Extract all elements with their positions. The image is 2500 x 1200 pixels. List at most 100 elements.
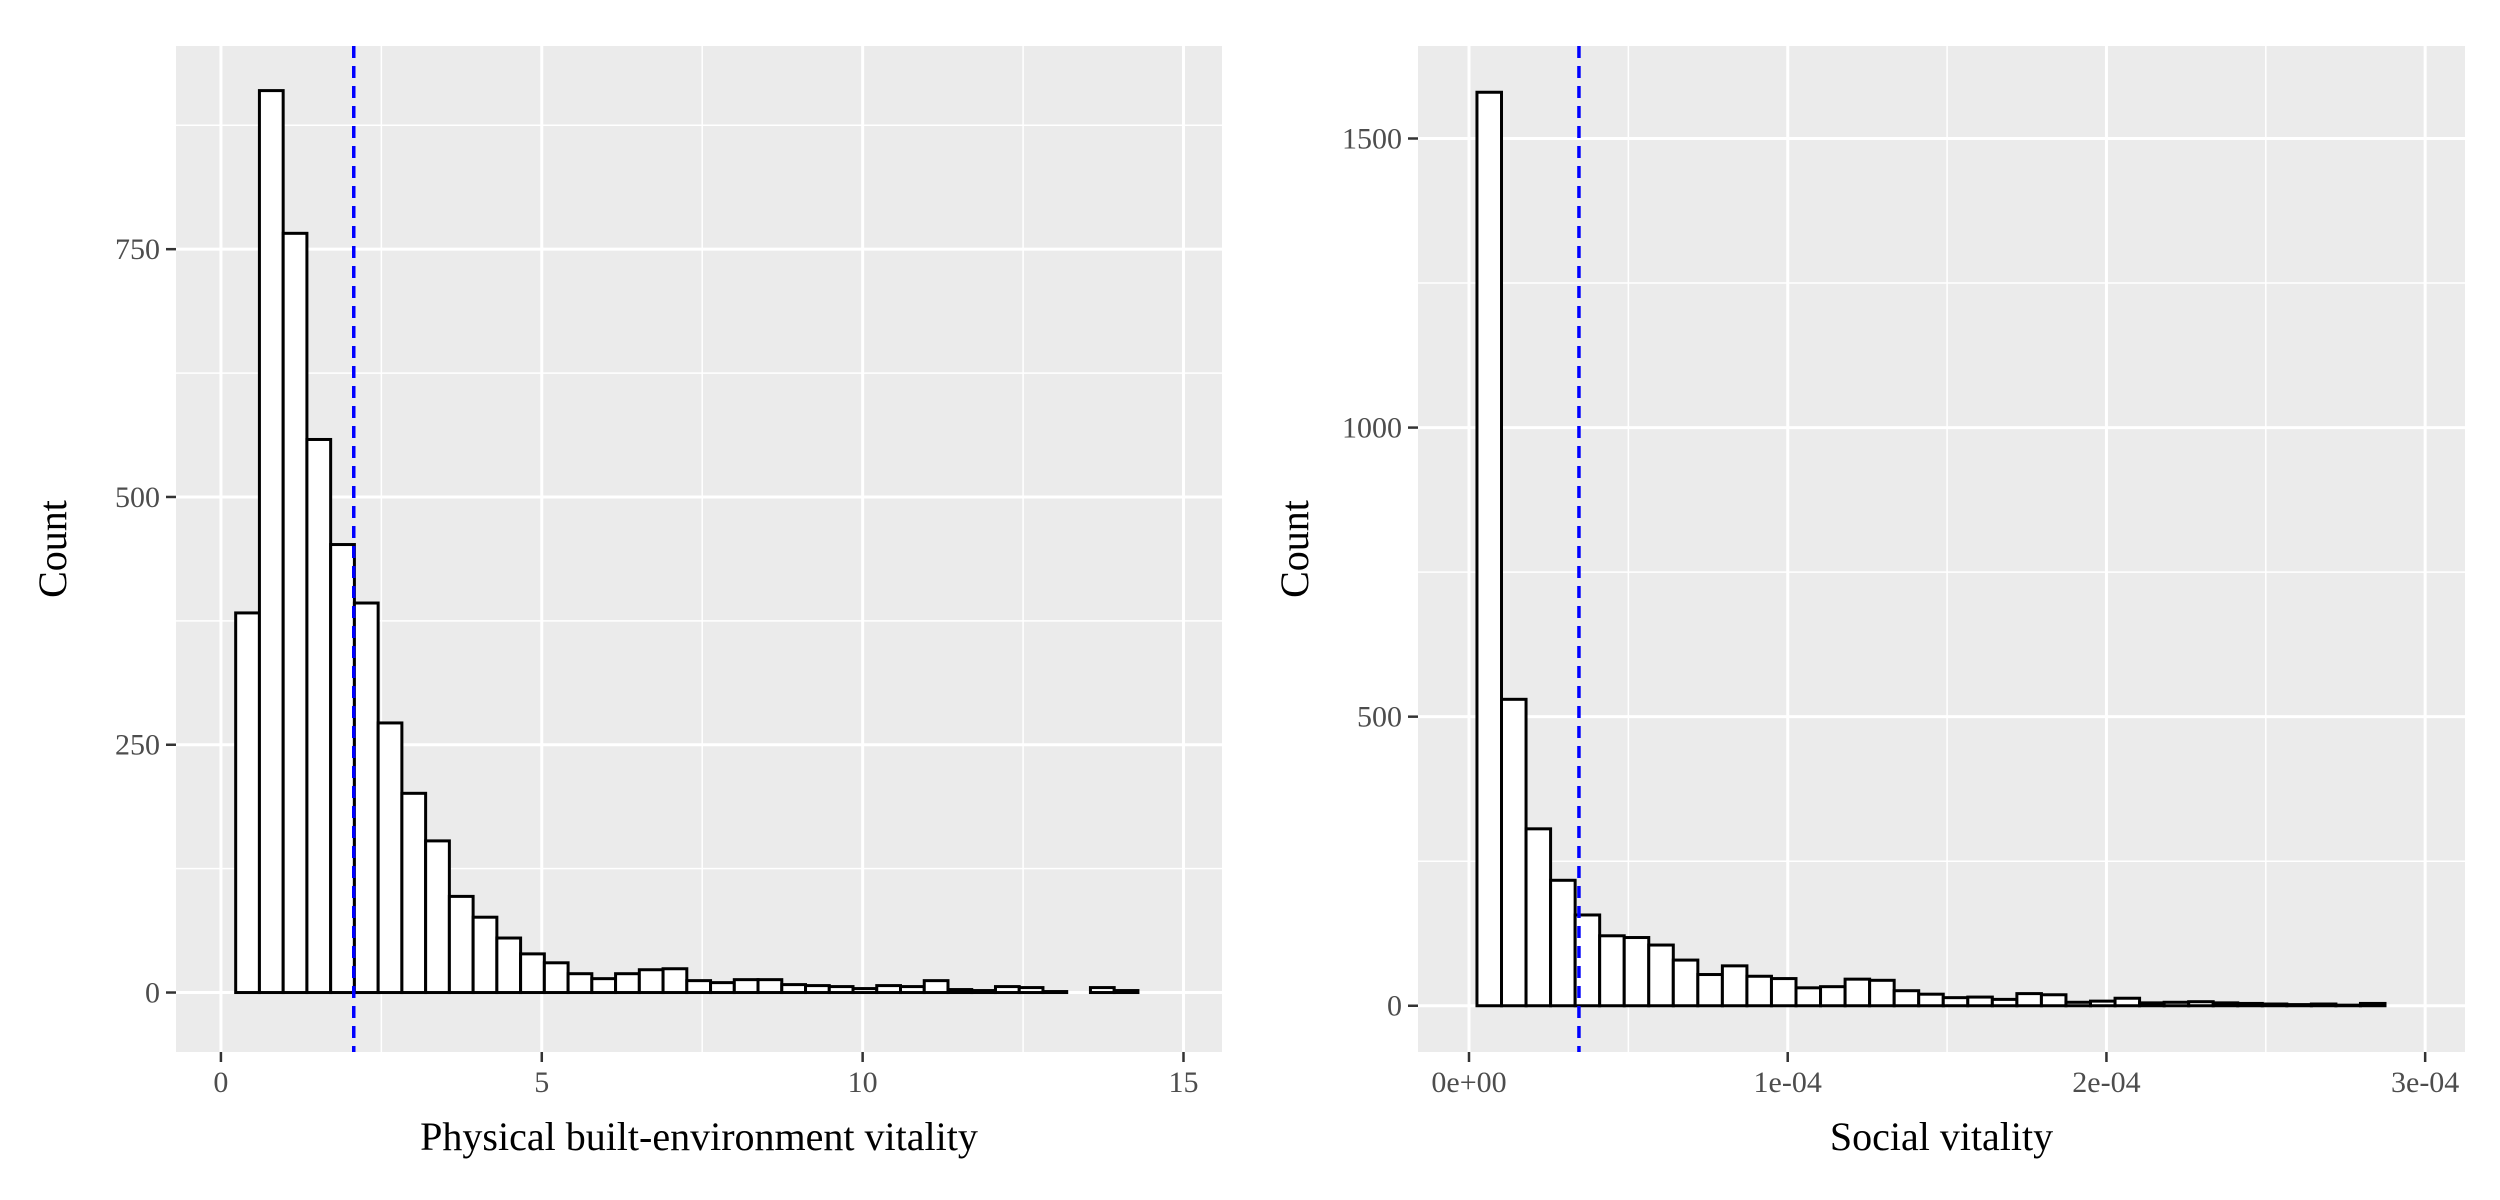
histogram-bar (1500, 697, 1528, 1008)
histogram-bar (1647, 943, 1675, 1008)
x-tick-label: 0e+00 (1431, 1066, 1506, 1099)
histogram-bar (2039, 993, 2068, 1008)
y-tick-label: 1000 (1342, 412, 1402, 445)
histogram-bar (495, 936, 523, 995)
histogram-bar (2089, 999, 2117, 1008)
major-gridlines-x (219, 46, 1185, 1052)
histogram-bar (1598, 934, 1626, 1008)
histogram-bar (2334, 1003, 2362, 1008)
histogram-bars (234, 89, 1140, 995)
histogram-bar (352, 601, 380, 995)
major-gridlines-x (1467, 46, 2427, 1052)
histogram-bar (1941, 996, 1970, 1008)
histogram-bar (851, 987, 879, 995)
histogram-bar (2187, 1000, 2215, 1008)
histogram-bar (281, 231, 309, 995)
histogram-bar (590, 977, 618, 995)
histogram-bar (922, 979, 950, 995)
histogram-bar (685, 979, 713, 995)
y-tick-label: 250 (115, 729, 160, 762)
histogram-bar (637, 968, 665, 995)
x-tick-label: 10 (848, 1066, 878, 1099)
histogram-bar (1524, 827, 1553, 1008)
histogram-bar (1112, 989, 1140, 995)
plot-background (1418, 46, 2465, 1052)
histogram-bar (1549, 878, 1577, 1008)
histogram-bar (732, 978, 760, 995)
histogram-bar (2358, 1001, 2387, 1008)
x-axis-ticks: 0e+00 1e-04 2e-04 3e-04 (1431, 1052, 2459, 1099)
histogram-bars (1475, 90, 2387, 1008)
x-tick-label: 15 (1168, 1066, 1198, 1099)
histogram-bar (424, 839, 451, 995)
histogram-bar (2285, 1003, 2313, 1008)
x-axis-title: Physical built-environment vitality (420, 1114, 978, 1159)
histogram-bar (1794, 986, 1823, 1008)
histogram-bar (519, 952, 546, 995)
histogram-bar (1892, 989, 1921, 1008)
histogram-bar (1917, 992, 1945, 1008)
histogram-bar (827, 985, 855, 995)
histogram-bar (2162, 1000, 2191, 1008)
histogram-bar (2309, 1002, 2338, 1008)
histogram-bar (614, 972, 641, 995)
histogram-social-vitality: 0 500 1000 1500 0e+00 1e-04 2e-04 3e-04 Social… (1272, 46, 2465, 1159)
histogram-bar (2113, 996, 2142, 1008)
y-axis-ticks: 0 500 1000 1500 (1342, 123, 1418, 1023)
histogram-bar (946, 988, 974, 995)
y-tick-label: 0 (145, 977, 160, 1010)
histogram-bar (1088, 986, 1116, 995)
histogram-bar (1041, 990, 1069, 995)
histogram-bar (661, 967, 689, 995)
histogram-bar (2211, 1001, 2240, 1008)
histogram-bar (2064, 1000, 2093, 1008)
histogram-bar (400, 791, 428, 995)
histogram-bar (1017, 986, 1045, 995)
x-tick-label: 0 (213, 1066, 228, 1099)
histogram-bar (257, 89, 285, 995)
histogram-bar (1622, 936, 1651, 1008)
histogram-bar (376, 721, 404, 995)
histogram-bar (804, 984, 831, 995)
histogram-bar (993, 985, 1021, 995)
histogram-physical-vitality: 0 250 500 750 0 5 10 15 Physical built-environ… (30, 46, 1222, 1159)
x-tick-label: 1e-04 (1754, 1066, 1822, 1099)
y-tick-label: 1500 (1342, 123, 1402, 156)
histogram-bar (329, 543, 356, 995)
histogram-bar (2236, 1001, 2264, 1008)
x-tick-label: 2e-04 (2072, 1066, 2140, 1099)
histogram-bar (1720, 964, 1749, 1008)
histogram-bar (2260, 1002, 2289, 1008)
histogram-bar (1868, 978, 1896, 1008)
y-axis-title: Count (1272, 500, 1317, 598)
minor-gridlines-y (1418, 282, 2465, 862)
histogram-bar (756, 978, 784, 995)
histogram-bar (234, 611, 261, 995)
histogram-bar (305, 437, 333, 995)
y-tick-label: 750 (115, 233, 160, 266)
histogram-bar (1966, 995, 1994, 1008)
histogram-bar (2015, 992, 2043, 1008)
y-tick-label: 500 (115, 481, 160, 514)
histogram-bar (970, 989, 997, 995)
y-tick-label: 500 (1357, 701, 1402, 734)
histogram-bar (1696, 973, 1724, 1008)
x-axis-title: Social vitality (1830, 1114, 2053, 1159)
histogram-bar (1843, 977, 1872, 1008)
histogram-bar (709, 981, 736, 995)
histogram-bar (1769, 977, 1798, 1008)
histogram-bar (1671, 958, 1700, 1008)
histogram-bar (898, 985, 926, 995)
histogram-bar (1745, 974, 1773, 1008)
histogram-bar (566, 972, 594, 995)
histogram-bar (1990, 997, 2019, 1008)
x-axis-ticks: 0 5 10 15 (213, 1052, 1198, 1099)
y-tick-label: 0 (1387, 990, 1402, 1023)
minor-gridlines-x (1627, 46, 2267, 1052)
histogram-bar (1819, 985, 1847, 1008)
y-axis-ticks: 0 250 500 750 (115, 233, 176, 1010)
histogram-bar (542, 961, 570, 995)
histogram-bar (2138, 1001, 2166, 1008)
y-axis-title: Count (30, 500, 75, 598)
